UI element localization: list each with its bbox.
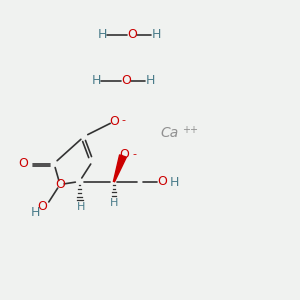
Text: O: O (109, 115, 119, 128)
Text: -: - (122, 115, 126, 125)
Text: O: O (55, 178, 65, 191)
Polygon shape (113, 155, 126, 182)
Text: H: H (151, 28, 161, 41)
Text: H: H (30, 206, 40, 220)
Text: H: H (97, 28, 107, 41)
Text: O: O (127, 28, 137, 41)
Text: H: H (145, 74, 155, 88)
Text: O: O (37, 200, 47, 214)
Text: O: O (19, 157, 28, 170)
Text: O: O (121, 74, 131, 88)
Text: H: H (91, 74, 101, 88)
Text: O: O (120, 148, 129, 161)
Text: H: H (169, 176, 179, 190)
Text: -: - (132, 148, 137, 159)
Text: ++: ++ (182, 125, 199, 136)
Text: H: H (77, 202, 85, 212)
Text: O: O (157, 175, 167, 188)
Text: H: H (110, 198, 118, 208)
Text: Ca: Ca (160, 127, 178, 140)
